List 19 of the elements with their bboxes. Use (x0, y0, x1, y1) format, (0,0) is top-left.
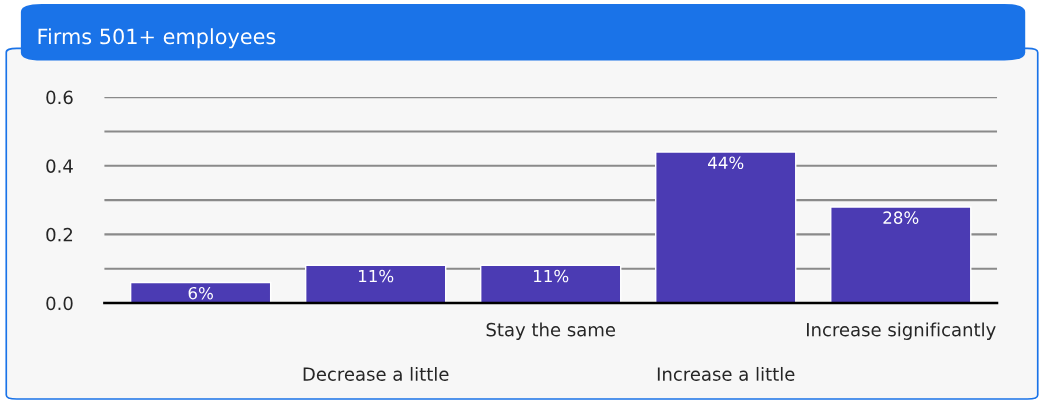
bar (830, 206, 972, 304)
y-tick-label: 0.6 (46, 90, 73, 105)
data-label: 11% (534, 269, 569, 283)
x-tick-label: Decrease a little (303, 366, 449, 381)
x-tick-label: Increase significantly (806, 322, 996, 340)
y-tick-label: 0.0 (46, 296, 73, 311)
x-tick-label: Increase a little (657, 366, 795, 381)
bar (480, 264, 622, 304)
data-label: 44% (708, 156, 744, 170)
y-tick-label: 0.2 (46, 227, 73, 242)
data-label: 11% (359, 269, 394, 283)
chart-title: Firms 501+ employees (38, 28, 276, 49)
x-tick-label: Stay the same (486, 322, 616, 340)
data-label: 6% (188, 286, 213, 300)
data-label: 28% (883, 211, 919, 224)
bar (655, 151, 797, 304)
y-tick-label: 0.4 (46, 159, 73, 173)
bar (304, 264, 447, 304)
bar (129, 281, 272, 304)
